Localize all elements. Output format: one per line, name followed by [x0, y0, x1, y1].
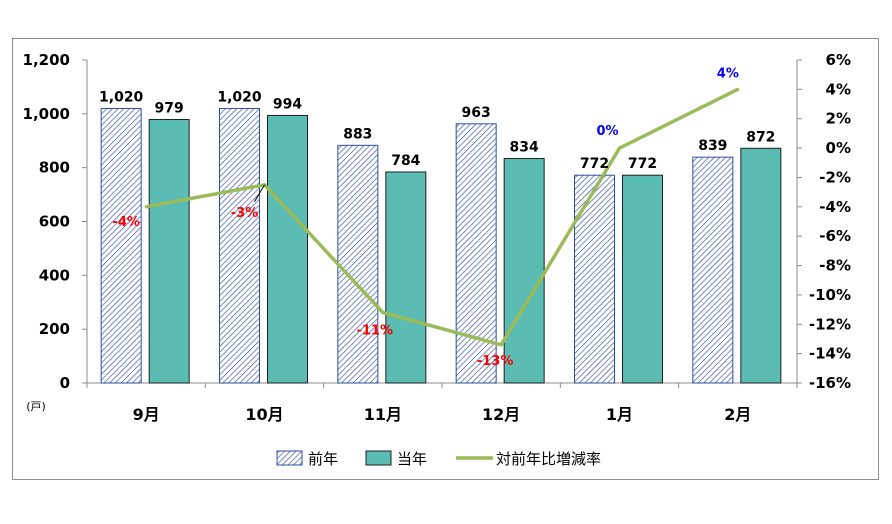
bar-previous-year — [692, 156, 734, 384]
axes-group: 0 200 400 600 800 1,000 1,200 (戸) 6% 4% 2% 0% -2% -4%… — [23, 51, 851, 424]
legend-label-previous-year: 前年 — [308, 450, 338, 468]
category-label: 1月 — [606, 405, 633, 424]
rate-label-leader — [254, 184, 265, 203]
right-tick-label: -12% — [809, 315, 851, 333]
bar-previous-year — [219, 107, 260, 384]
rate-data-label: 0% — [596, 124, 618, 139]
bar-previous-year-label: 839 — [698, 138, 727, 154]
chart-frame — [12, 38, 879, 480]
bar-previous-year — [455, 123, 497, 384]
left-tick-label: 0 — [60, 374, 70, 392]
bar-current-year — [503, 158, 545, 384]
bars-group — [100, 107, 782, 384]
right-tick-label: 4% — [826, 80, 851, 98]
rate-data-label: -3% — [231, 206, 258, 221]
bar-current-year — [267, 114, 308, 384]
right-tick-label: -4% — [819, 198, 851, 216]
left-tick-label: 600 — [39, 213, 70, 231]
right-tick-label: 0% — [826, 139, 851, 157]
rate-data-label: -4% — [112, 215, 139, 230]
rate-point — [381, 311, 385, 315]
rate-point — [736, 87, 740, 91]
legend-swatch-previous-year — [276, 450, 303, 466]
left-tick-label: 800 — [39, 159, 70, 177]
right-tick-label: -6% — [819, 227, 851, 245]
rate-data-label: -11% — [357, 324, 394, 339]
bar-current-year-label: 994 — [273, 96, 302, 112]
left-tick-label: 1,200 — [23, 51, 70, 69]
right-tick-label: -8% — [819, 257, 851, 275]
bar-current-year-label: 772 — [628, 156, 657, 172]
bar-current-year-label: 979 — [155, 100, 184, 116]
bar-previous-year — [100, 107, 142, 384]
right-tick-label: -16% — [809, 374, 851, 392]
rate-point — [499, 343, 503, 347]
bar-previous-year — [337, 144, 379, 384]
left-tick-label: 200 — [39, 320, 70, 338]
right-tick-label: -10% — [809, 286, 851, 304]
bar-previous-year — [574, 174, 615, 384]
bar-current-year — [148, 118, 190, 384]
left-tick-label: 1,000 — [23, 105, 70, 123]
category-label: 9月 — [133, 405, 160, 424]
labels-group: 1,020 979 1,020 994 883 784 963 834 772 772 839 872… — [99, 66, 775, 368]
category-label: 12月 — [482, 405, 520, 424]
right-tick-label: 2% — [826, 110, 851, 128]
category-label: 2月 — [724, 405, 751, 424]
right-tick-label: -14% — [809, 345, 851, 363]
line-group — [144, 87, 740, 347]
bar-current-year — [740, 147, 782, 384]
bar-previous-year-label: 1,020 — [217, 89, 262, 105]
bar-previous-year-label: 963 — [462, 105, 491, 121]
bar-current-year — [622, 174, 663, 384]
rate-point — [144, 205, 148, 209]
right-tick-label: 6% — [826, 51, 851, 69]
bar-current-year-label: 784 — [391, 153, 420, 169]
left-tick-label: 400 — [39, 266, 70, 284]
category-label: 11月 — [364, 405, 402, 424]
rate-point — [618, 146, 621, 150]
legend-label-current-year: 当年 — [397, 450, 427, 468]
category-label: 10月 — [245, 405, 283, 424]
bar-previous-year-label: 1,020 — [99, 89, 144, 105]
legend: 前年 当年 対前年比増減率 — [276, 450, 601, 468]
rate-data-label: -13% — [477, 354, 514, 369]
bar-previous-year-label: 772 — [580, 156, 609, 172]
bar-previous-year-label: 883 — [343, 126, 372, 142]
bar-current-year-label: 834 — [510, 140, 539, 156]
bar-current-year — [385, 171, 427, 384]
rate-data-label: 4% — [717, 66, 739, 81]
right-tick-label: -2% — [819, 168, 851, 186]
left-axis-unit: (戸) — [26, 400, 46, 413]
legend-swatch-current-year — [365, 450, 392, 466]
legend-label-rate: 対前年比増減率 — [496, 450, 601, 468]
rate-line — [145, 87, 739, 347]
bar-current-year-label: 872 — [746, 129, 775, 145]
